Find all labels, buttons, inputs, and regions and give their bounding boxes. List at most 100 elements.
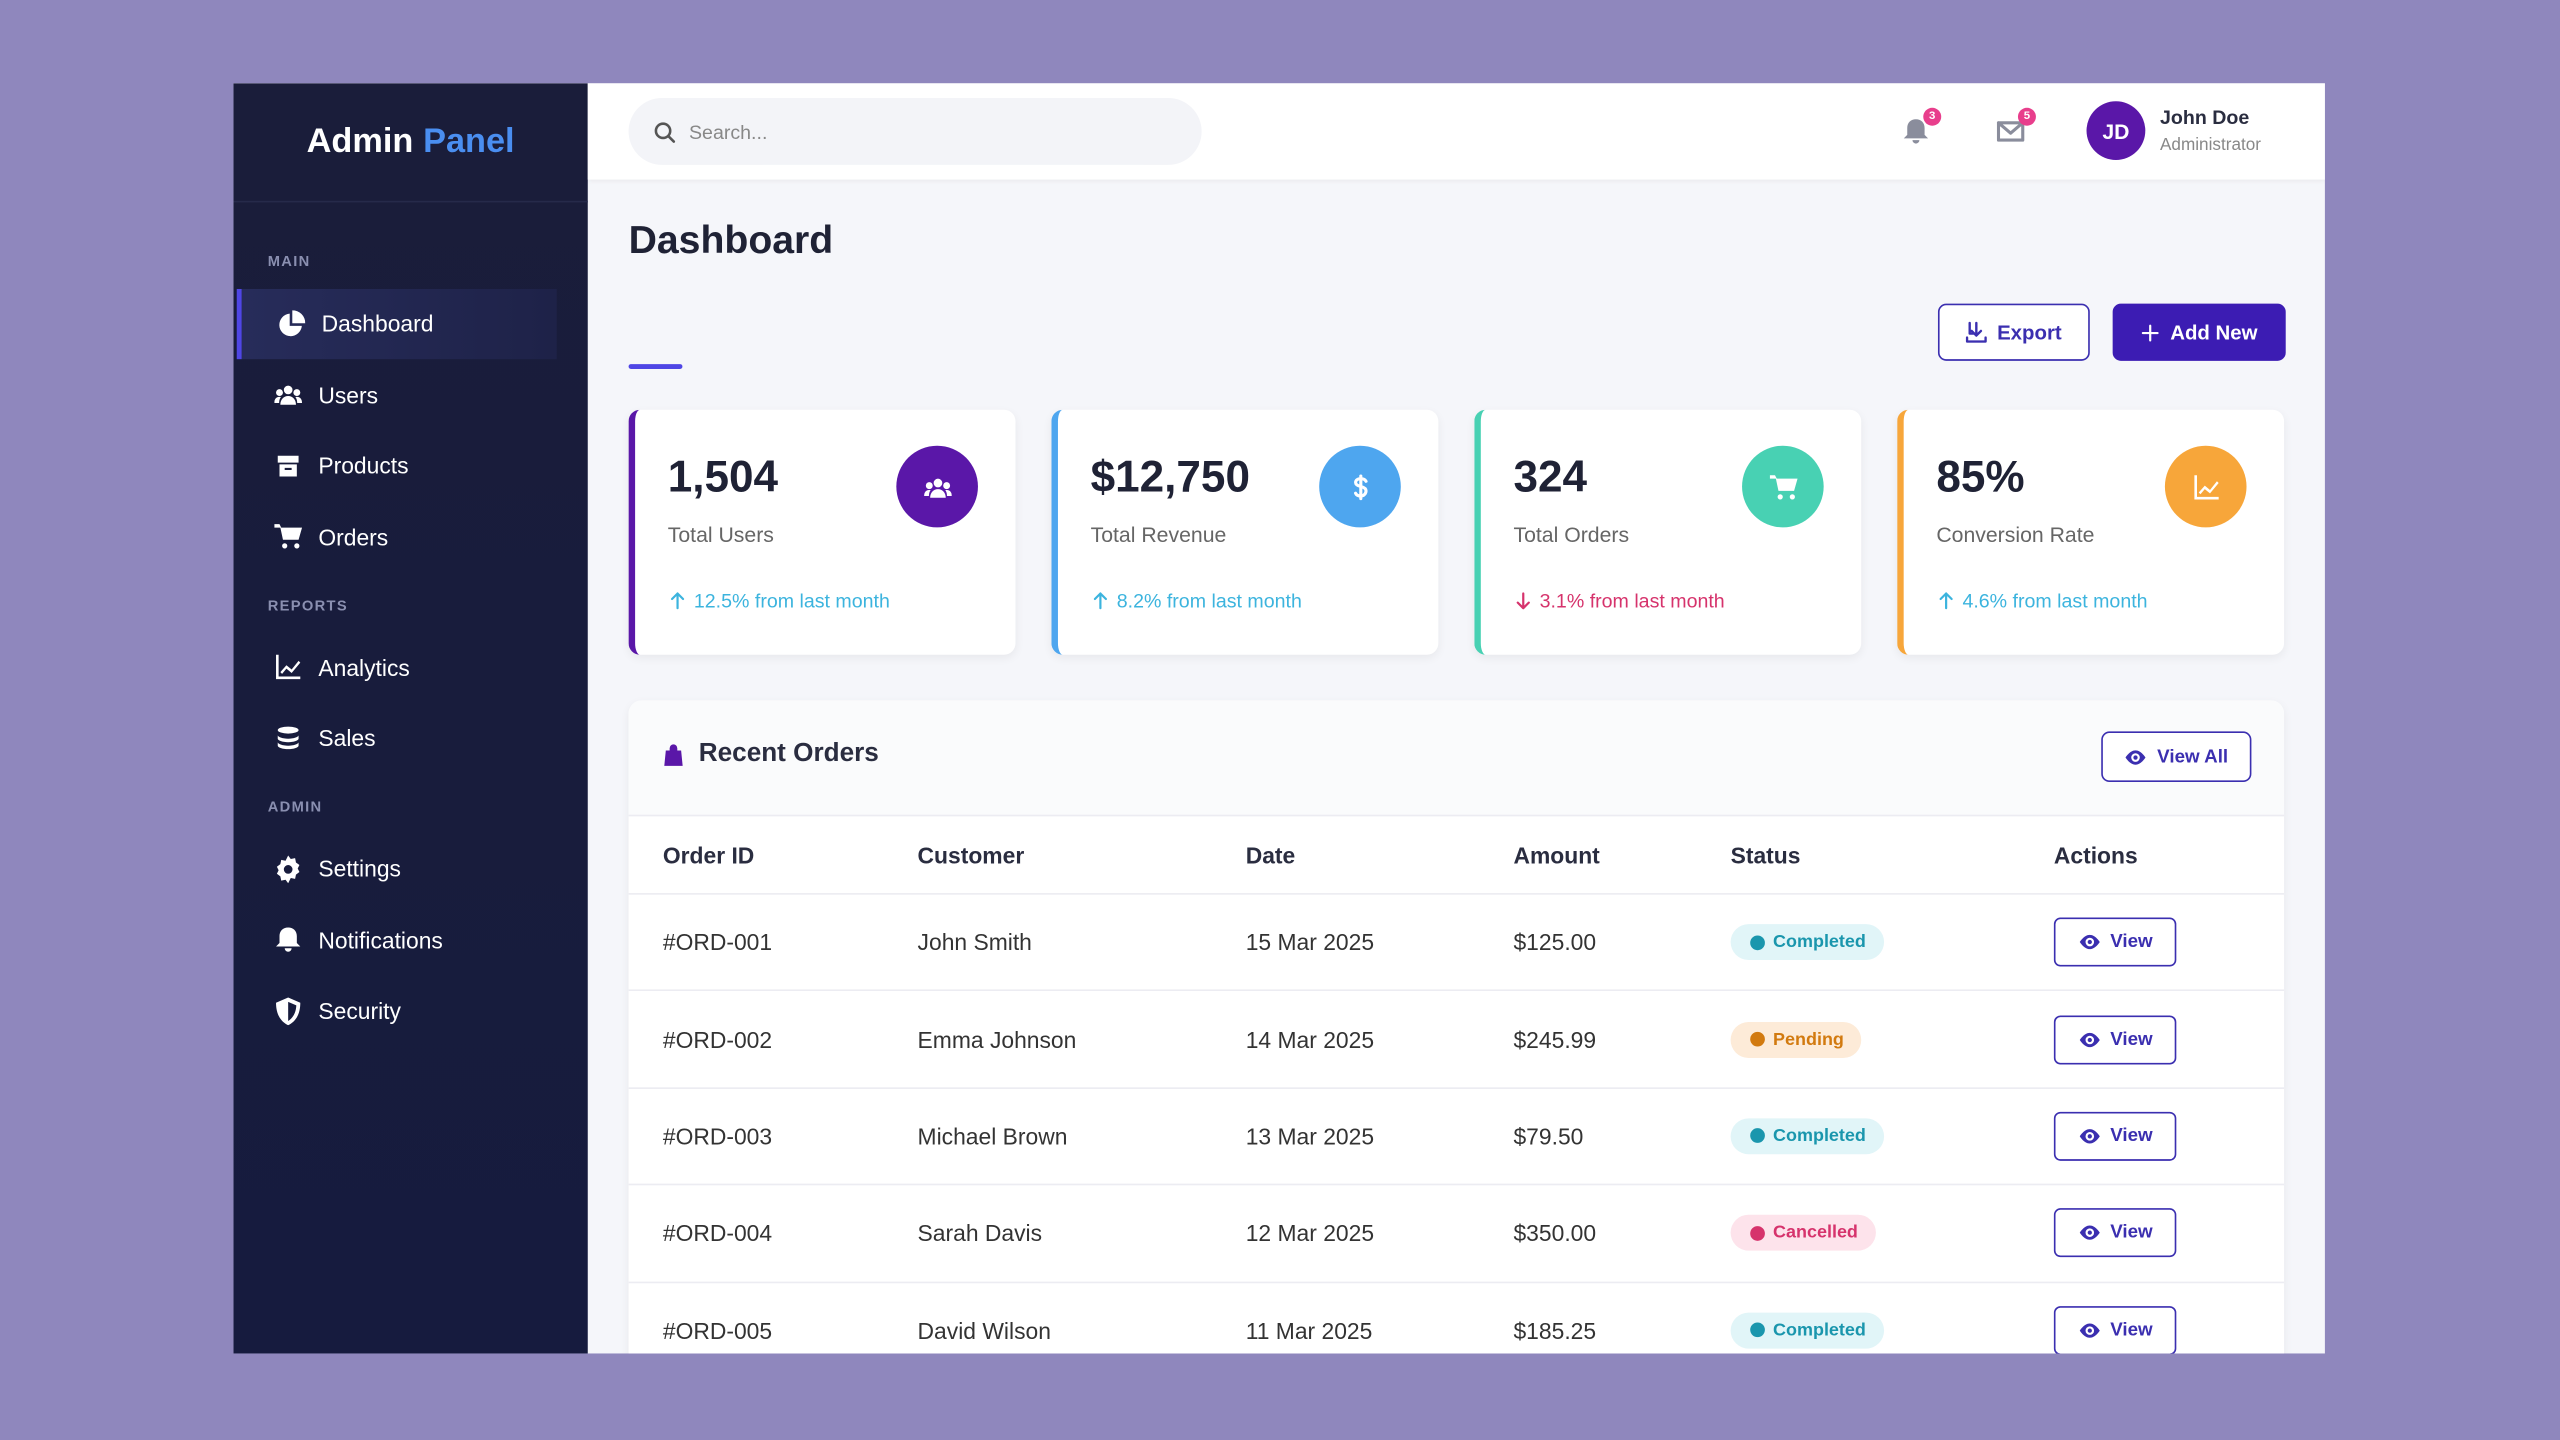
table-row: #ORD-003 Michael Brown 13 Mar 2025 $79.50 Co… bbox=[628, 1089, 2285, 1186]
nav-item[interactable]: Sales bbox=[233, 703, 551, 774]
bag-icon bbox=[664, 743, 683, 765]
view-label: View bbox=[2110, 1126, 2153, 1147]
eye-icon-shape bbox=[2125, 749, 2146, 764]
cell-customer: Michael Brown bbox=[917, 1123, 1068, 1150]
cell-date: 12 Mar 2025 bbox=[1245, 1220, 1375, 1247]
table-row: #ORD-002 Emma Johnson 14 Mar 2025 $245.99 Pe… bbox=[628, 992, 2285, 1089]
stat-icon-glyph bbox=[1768, 474, 1797, 499]
stat-icon bbox=[2164, 445, 2247, 528]
stat-change: 4.6% from last month bbox=[1936, 589, 2148, 612]
column-header: Status bbox=[1730, 841, 1801, 868]
notifications-button[interactable]: 3 bbox=[1902, 107, 1942, 146]
stat-icon bbox=[1742, 445, 1824, 528]
export-button[interactable]: Export bbox=[1937, 303, 2090, 361]
message-badge: 5 bbox=[2017, 107, 2036, 126]
table-row: #ORD-001 John Smith 15 Mar 2025 $125.00 Comp… bbox=[628, 895, 2285, 992]
nav-icon-shape bbox=[274, 386, 303, 406]
cell-date: 15 Mar 2025 bbox=[1245, 929, 1375, 956]
status-badge: Completed bbox=[1730, 924, 1884, 961]
eye-icon bbox=[2078, 1323, 2099, 1338]
cell-date: 11 Mar 2025 bbox=[1245, 1317, 1373, 1344]
bell-icon-shape bbox=[1903, 119, 1929, 144]
column-header: Order ID bbox=[662, 841, 755, 868]
nav-item[interactable]: Security bbox=[233, 976, 551, 1047]
brand-first: Admin bbox=[306, 122, 414, 160]
trend-arrow-shape bbox=[1516, 592, 1530, 610]
column-header: Customer bbox=[917, 841, 1025, 868]
user-role: Administrator bbox=[2160, 135, 2261, 156]
nav-item[interactable]: Users bbox=[233, 359, 551, 430]
view-button[interactable]: View bbox=[2053, 1014, 2177, 1064]
status-text: Completed bbox=[1773, 1126, 1866, 1147]
trend-arrow bbox=[1093, 592, 1108, 610]
nav-item[interactable]: Products bbox=[233, 430, 551, 501]
eye-icon bbox=[2078, 935, 2099, 950]
stat-change: 8.2% from last month bbox=[1091, 589, 1302, 612]
nav-icon bbox=[277, 726, 299, 749]
stat-icon-glyph bbox=[1353, 473, 1367, 500]
view-button[interactable]: View bbox=[2053, 1305, 2177, 1354]
stat-value: 1,504 bbox=[667, 452, 779, 502]
nav-label: Settings bbox=[318, 855, 401, 883]
stat-icon bbox=[896, 445, 978, 528]
stat-label: Total Revenue bbox=[1090, 522, 1227, 547]
nav-label: Products bbox=[318, 452, 409, 479]
brand-second: Panel bbox=[423, 122, 515, 160]
trend-arrow bbox=[1939, 592, 1953, 610]
nav-label: Sales bbox=[318, 725, 376, 752]
nav: MAIN Dashboard Users Products Orders REPORTS A… bbox=[233, 202, 587, 1046]
nav-label: Dashboard bbox=[321, 310, 434, 337]
trend-arrow bbox=[670, 592, 685, 610]
nav-item[interactable]: Analytics bbox=[233, 632, 551, 703]
cell-customer: David Wilson bbox=[917, 1317, 1051, 1344]
view-button[interactable]: View bbox=[2053, 1111, 2177, 1161]
bell-icon bbox=[1903, 119, 1929, 144]
nav-item[interactable]: Dashboard bbox=[236, 288, 557, 360]
nav-section-title: REPORTS bbox=[267, 596, 348, 614]
status-dot bbox=[1750, 1225, 1765, 1241]
search-icon-shape bbox=[654, 121, 676, 143]
view-button[interactable]: View bbox=[2053, 917, 2177, 967]
status-text: Cancelled bbox=[1773, 1223, 1858, 1244]
orders-title: Recent Orders bbox=[661, 740, 879, 769]
plus-icon bbox=[2142, 323, 2160, 341]
cell-id: #ORD-003 bbox=[662, 1123, 773, 1150]
nav-icon bbox=[279, 309, 306, 336]
status-badge: Cancelled bbox=[1730, 1215, 1876, 1252]
view-button[interactable]: View bbox=[2053, 1208, 2177, 1258]
stat-card: $12,750 Total Revenue 8.2% from last month bbox=[1051, 409, 1439, 655]
eye-icon-shape bbox=[2078, 1129, 2099, 1144]
stat-label: Total Orders bbox=[1513, 522, 1630, 547]
export-label: Export bbox=[1997, 320, 2062, 344]
stat-card: 1,504 Total Users 12.5% from last month bbox=[628, 409, 1016, 655]
cell-customer: Emma Johnson bbox=[917, 1026, 1077, 1053]
nav-icon bbox=[276, 997, 301, 1025]
title-underline bbox=[628, 364, 683, 369]
view-label: View bbox=[2110, 1320, 2153, 1340]
stat-card: 85% Conversion Rate 4.6% from last month bbox=[1897, 409, 2285, 655]
nav-icon-shape bbox=[276, 855, 300, 883]
nav-item[interactable]: Settings bbox=[233, 833, 551, 904]
nav-icon bbox=[276, 655, 301, 680]
stat-icon-glyph-shape bbox=[923, 477, 952, 497]
nav-icon-shape bbox=[276, 927, 301, 953]
add-new-button[interactable]: Add New bbox=[2112, 303, 2286, 361]
search-box[interactable]: Search... bbox=[628, 97, 1202, 165]
stat-icon-glyph-shape bbox=[1353, 473, 1367, 500]
nav-item[interactable]: Notifications bbox=[233, 904, 551, 975]
view-all-button[interactable]: View All bbox=[2101, 731, 2252, 783]
nav-icon bbox=[276, 855, 300, 883]
app-window: Admin Panel MAIN Dashboard Users Products Or… bbox=[233, 83, 2325, 1354]
status-dot bbox=[1750, 1031, 1765, 1047]
status-badge: Pending bbox=[1730, 1021, 1862, 1058]
table-row: #ORD-005 David Wilson 11 Mar 2025 $185.25 Co… bbox=[629, 1283, 2285, 1354]
stat-change: 3.1% from last month bbox=[1513, 589, 1725, 612]
avatar[interactable]: JD bbox=[2086, 101, 2146, 160]
nav-icon-shape bbox=[274, 524, 303, 549]
nav-item[interactable]: Orders bbox=[233, 501, 551, 572]
notification-badge: 3 bbox=[1923, 107, 1942, 126]
messages-button[interactable]: 5 bbox=[1996, 107, 2036, 146]
cell-amount: $125.00 bbox=[1513, 929, 1597, 956]
